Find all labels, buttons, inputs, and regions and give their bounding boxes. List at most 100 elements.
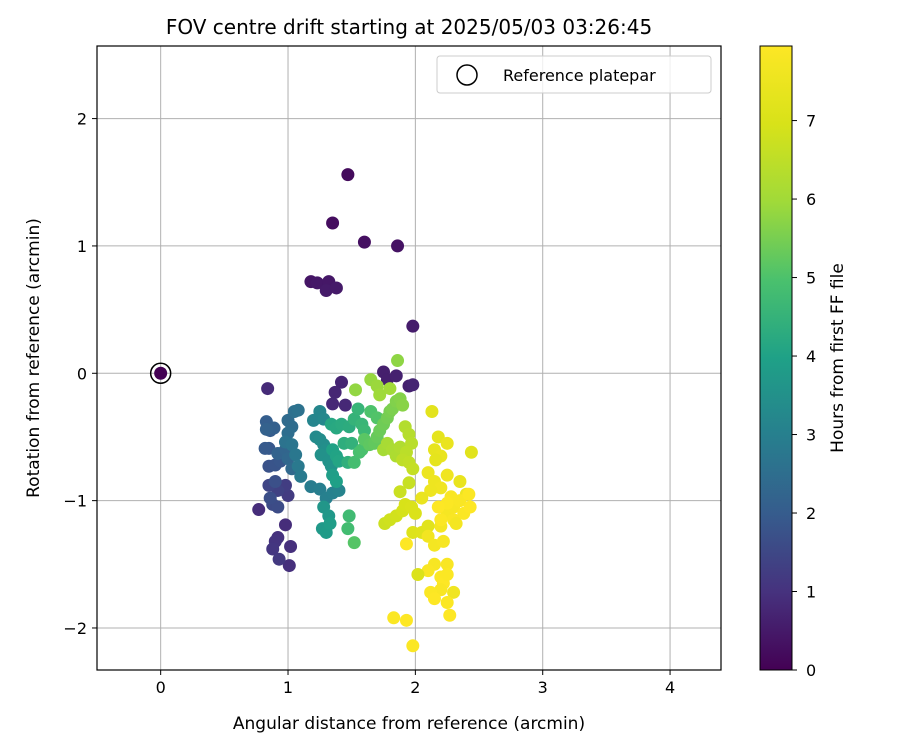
data-point <box>347 455 361 469</box>
plot-frame <box>96 45 722 671</box>
x-axis-ticks: 0 1 2 3 4 <box>156 670 675 697</box>
data-point <box>328 385 342 399</box>
data-point <box>440 468 454 482</box>
data-point <box>434 513 448 527</box>
data-point <box>396 398 410 412</box>
data-point <box>434 481 448 495</box>
data-point <box>349 383 363 397</box>
reference-marker <box>149 362 172 385</box>
data-point <box>436 534 450 548</box>
data-point <box>272 552 286 566</box>
data-point <box>411 567 425 581</box>
colorbar-label: Hours from first FF file <box>828 263 848 453</box>
x-tick-label: 3 <box>538 678 548 697</box>
data-point <box>357 235 371 249</box>
data-point <box>421 564 435 578</box>
data-point <box>383 382 397 396</box>
colorbar-tick-label: 7 <box>806 112 816 131</box>
data-point <box>440 557 454 571</box>
data-point <box>406 639 420 653</box>
data-point <box>294 469 308 483</box>
colorbar-tick-label: 0 <box>806 661 816 680</box>
data-point <box>406 462 420 476</box>
data-point <box>282 559 296 573</box>
data-point <box>323 517 337 531</box>
grid-lines <box>97 46 721 670</box>
data-point <box>310 276 324 290</box>
data-point <box>285 438 299 452</box>
data-point <box>289 448 303 462</box>
colorbar-tick-label: 3 <box>806 426 816 445</box>
data-point <box>462 487 476 501</box>
colorbar <box>759 45 793 671</box>
data-point <box>259 422 273 436</box>
data-point <box>341 522 355 536</box>
x-tick-label: 1 <box>283 678 293 697</box>
data-point <box>406 525 420 539</box>
data-point <box>464 445 478 459</box>
y-tick-label: 0 <box>77 364 87 383</box>
data-point <box>424 483 438 497</box>
legend-label-reference: Reference platepar <box>503 66 656 85</box>
legend: Reference platepar <box>436 55 712 94</box>
y-tick-label: 1 <box>77 237 87 256</box>
data-point <box>427 592 441 606</box>
y-tick-label: −1 <box>63 492 87 511</box>
x-tick-label: 4 <box>665 678 675 697</box>
data-point <box>406 378 420 392</box>
data-point <box>268 475 282 489</box>
data-point <box>391 354 405 368</box>
data-point <box>399 537 413 551</box>
colorbar-ticks: 0 1 2 3 4 5 6 7 <box>792 112 816 680</box>
data-point <box>342 509 356 523</box>
y-tick-label: 2 <box>77 110 87 129</box>
colorbar-tick-label: 1 <box>806 583 816 602</box>
data-point <box>263 491 277 505</box>
data-point <box>389 369 403 383</box>
data-point <box>278 518 292 532</box>
data-point <box>440 567 454 581</box>
data-point <box>252 503 266 517</box>
data-point <box>406 319 420 333</box>
data-point <box>440 596 454 610</box>
data-point <box>284 539 298 553</box>
data-point <box>338 398 352 412</box>
data-point <box>258 441 272 455</box>
data-point <box>326 397 340 411</box>
data-point <box>347 536 361 550</box>
data-point <box>399 613 413 627</box>
data-point <box>291 403 305 417</box>
y-axis-label: Rotation from reference (arcmin) <box>24 218 44 498</box>
data-point <box>326 216 340 230</box>
legend-box <box>436 55 712 94</box>
data-point <box>261 382 275 396</box>
data-point <box>154 366 168 380</box>
data-point <box>453 475 467 489</box>
data-point <box>421 519 435 533</box>
data-point <box>443 608 457 622</box>
legend-marker-reference <box>456 64 478 86</box>
data-point <box>429 453 443 467</box>
data-points <box>149 168 478 653</box>
data-point <box>431 500 445 514</box>
colorbar-tick-label: 6 <box>806 190 816 209</box>
data-point <box>351 402 365 416</box>
data-point <box>335 375 349 389</box>
data-point <box>271 500 285 514</box>
data-point <box>447 585 461 599</box>
data-point <box>391 239 405 253</box>
colorbar-tick-label: 2 <box>806 504 816 523</box>
data-point <box>373 388 387 402</box>
data-point <box>402 476 416 490</box>
colorbar-tick-label: 5 <box>806 269 816 288</box>
x-tick-label: 0 <box>156 678 166 697</box>
data-point <box>408 506 422 520</box>
data-point <box>291 459 305 473</box>
data-point <box>425 404 439 418</box>
data-point <box>341 168 355 182</box>
data-point <box>281 489 295 503</box>
colorbar-tick-label: 4 <box>806 347 816 366</box>
data-point <box>387 611 401 625</box>
data-point <box>463 500 477 514</box>
